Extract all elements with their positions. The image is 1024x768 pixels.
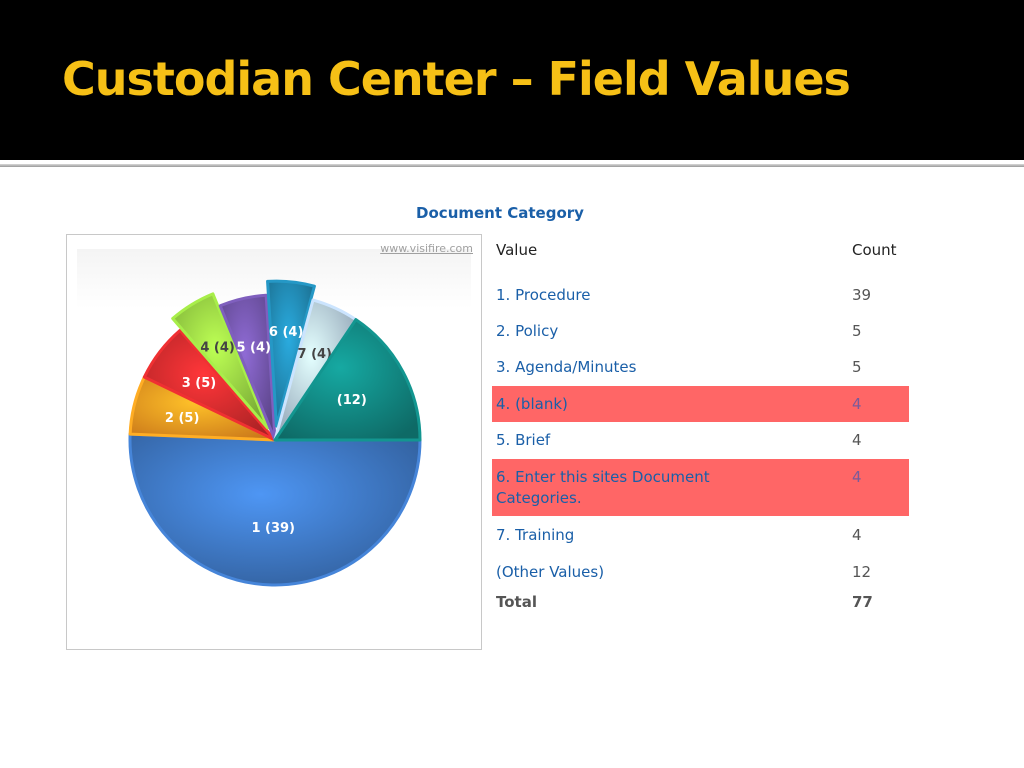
pie-slice[interactable] bbox=[171, 292, 270, 430]
pie-slice-label: 2 (5) bbox=[165, 411, 200, 426]
pie-slice[interactable] bbox=[273, 318, 422, 442]
slide-header: Custodian Center – Field Values bbox=[0, 0, 1024, 160]
table-row: 2. Policy 5 bbox=[492, 321, 909, 345]
table-row: 4. (blank) 4 bbox=[492, 386, 909, 422]
pie-chart-box: www.visifire.com 1 (39) 2 (5) 3 (5) 4 (4) 5 … bbox=[66, 234, 482, 650]
panel-title: Document Category bbox=[416, 204, 584, 222]
pie-slice[interactable] bbox=[142, 328, 277, 442]
table-row-count: 39 bbox=[852, 286, 872, 304]
table-row-value[interactable]: 3. Agenda/Minutes bbox=[496, 358, 637, 376]
pie-slice[interactable] bbox=[218, 293, 277, 442]
table-row-value[interactable]: 4. (blank) bbox=[496, 395, 568, 413]
header-divider bbox=[0, 164, 1024, 167]
table-row-count: 5 bbox=[852, 358, 862, 376]
table-row-value[interactable]: 5. Brief bbox=[496, 431, 551, 449]
table-row: 6. Enter this sites Document Categories.… bbox=[492, 459, 909, 516]
table-row: 5. Brief 4 bbox=[492, 430, 909, 454]
watermark-link[interactable]: www.visifire.com bbox=[380, 242, 473, 255]
pie-chart: 1 (39) 2 (5) 3 (5) 4 (4) 5 (4)6 (4) 7 (4) (12) bbox=[128, 279, 422, 587]
table-total-row-count: 77 bbox=[852, 593, 873, 611]
pie-slice-label: 3 (5) bbox=[182, 376, 217, 391]
table-total-row: Total 77 bbox=[492, 592, 909, 616]
table-row-value[interactable]: 1. Procedure bbox=[496, 286, 591, 304]
table-row: 7. Training 4 bbox=[492, 525, 909, 549]
table-row-value[interactable]: 7. Training bbox=[496, 526, 575, 544]
table-row-count: 4 bbox=[852, 468, 862, 486]
table-header-value: Value bbox=[496, 241, 538, 259]
pie-slice-label: 6 (4) bbox=[269, 325, 304, 340]
table-row-count: 5 bbox=[852, 322, 862, 340]
table-row-count: 4 bbox=[852, 526, 862, 544]
pie-slice-label: (12) bbox=[337, 393, 367, 408]
table-row-value[interactable]: 6. Enter this sites Document Categories. bbox=[496, 468, 710, 507]
pie-slice-label: 1 (39) bbox=[251, 521, 295, 536]
table-row: (Other Values) 12 bbox=[492, 562, 909, 586]
pie-slice-label: 5 (4) bbox=[236, 341, 271, 356]
table-row-value[interactable]: (Other Values) bbox=[496, 563, 605, 581]
slide-title: Custodian Center – Field Values bbox=[62, 52, 851, 106]
table-header-count: Count bbox=[852, 241, 897, 259]
table-row: 3. Agenda/Minutes 5 bbox=[492, 357, 909, 381]
table-total-row-value: Total bbox=[496, 593, 537, 611]
pie-slice-label: 7 (4) bbox=[298, 347, 333, 362]
table-row: 1. Procedure 39 bbox=[492, 285, 909, 309]
pie-slice-label: 4 (4) bbox=[200, 341, 235, 356]
pie-slice[interactable] bbox=[128, 432, 422, 587]
table-row-value[interactable]: 2. Policy bbox=[496, 322, 559, 340]
table-row-count: 12 bbox=[852, 563, 872, 581]
pie-slice[interactable] bbox=[266, 279, 316, 428]
table-row-count: 4 bbox=[852, 431, 862, 449]
table-row-count: 4 bbox=[852, 395, 862, 413]
table-header: Value Count bbox=[492, 240, 909, 264]
